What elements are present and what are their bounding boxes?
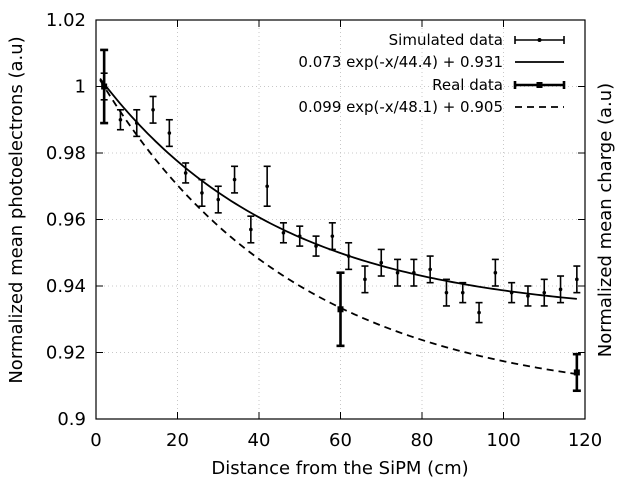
y2-axis-label: Normalized mean charge (a.u) (595, 83, 616, 357)
simulated-data-point (444, 290, 449, 295)
simulated-data-point (379, 260, 384, 265)
simulated-data-point (558, 287, 563, 292)
series-layer (99, 48, 581, 393)
real-data-point (573, 369, 580, 376)
x-tick-label: 0 (90, 430, 101, 451)
legend-label: 0.099 exp(-x/48.1) + 0.905 (298, 98, 503, 116)
legend-label: 0.073 exp(-x/44.4) + 0.931 (298, 53, 503, 71)
legend: Simulated data 0.073 exp(-x/44.4) + 0.931… (298, 31, 566, 116)
x-tick-label: 60 (329, 430, 352, 451)
x-tick-label: 100 (486, 430, 520, 451)
simulated-data-point (281, 231, 286, 235)
y-tick-label: 1 (75, 77, 86, 98)
x-axis-label: Distance from the SiPM (cm) (211, 458, 468, 479)
x-tick-label: 120 (568, 430, 602, 451)
real-fit-curve (99, 79, 577, 375)
tick-layer: 0 20 40 60 80 100 120 0.9 0.92 0.94 0.96 0.98 1 1.02 (46, 10, 602, 451)
simulated-data-point (575, 277, 579, 282)
real-data-point (337, 306, 344, 313)
simulated-data-point (232, 177, 237, 182)
y-tick-label: 0.98 (46, 143, 86, 164)
legend-label: Simulated data (389, 31, 503, 49)
legend-swatch-marker (536, 82, 543, 88)
simulated-data-point (216, 197, 221, 202)
simulated-data-point (200, 191, 204, 195)
simulated-data-point (118, 117, 123, 122)
real-data-point (101, 83, 108, 90)
simulated-data-point (183, 171, 188, 175)
y-axis-label: Normalized mean photoelectrons (a.u) (6, 36, 27, 383)
simulated-data-point (265, 184, 269, 189)
simulated-data-point (363, 277, 367, 282)
x-tick-label: 80 (411, 430, 434, 451)
grid-layer (96, 20, 585, 419)
x-tick-label: 40 (248, 430, 271, 451)
legend-swatch-marker (537, 38, 542, 42)
simulated-data-point (151, 107, 155, 112)
y-tick-label: 0.9 (57, 409, 86, 430)
simulated-data-point (395, 270, 400, 275)
x-tick-label: 20 (166, 430, 189, 451)
simulated-fit-curve (99, 78, 577, 300)
simulated-data-point (526, 294, 530, 298)
simulated-data-point (493, 270, 498, 275)
y-tick-label: 0.94 (46, 276, 86, 297)
simulated-data-point (477, 310, 481, 315)
legend-label: Real data (432, 76, 503, 94)
simulated-data-point (460, 290, 465, 295)
y-tick-label: 1.02 (46, 10, 86, 31)
simulated-data-point (249, 227, 253, 232)
simulated-data-point (542, 290, 547, 295)
y-tick-label: 0.92 (46, 343, 86, 364)
y-tick-label: 0.96 (46, 210, 86, 231)
simulated-data-point (330, 234, 335, 238)
simulated-data-point (167, 131, 172, 135)
simulated-data-point (428, 267, 432, 272)
